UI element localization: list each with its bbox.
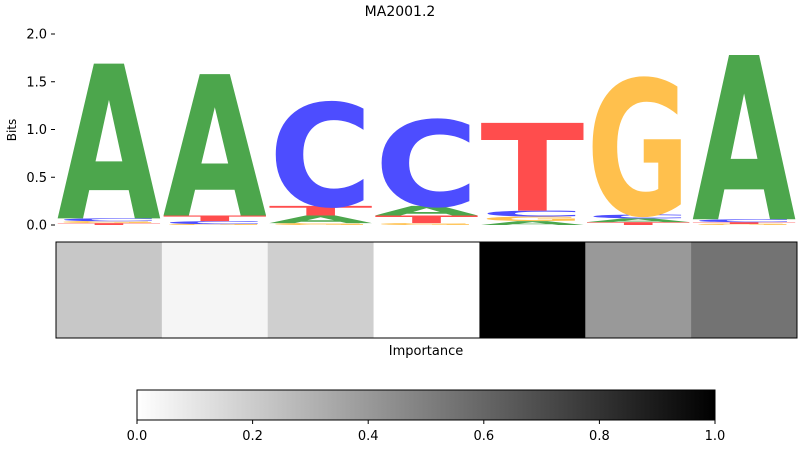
y-tick-label: 1.0 <box>26 123 47 138</box>
colorbar <box>136 389 716 421</box>
logo-letter-t: T <box>163 214 267 223</box>
y-tick-label: 0.0 <box>26 219 47 234</box>
colorbar-tick-label: 0.6 <box>473 429 494 444</box>
logo-letter-t: T <box>480 100 584 240</box>
logo-letter-g: G <box>163 224 267 226</box>
colorbar-tick-label: 1.0 <box>705 429 726 444</box>
heatmap-frame <box>55 241 798 339</box>
logo-letter-g: G <box>57 221 161 224</box>
colorbar-ticks: 0.0 0.2 0.4 0.6 0.8 1.0 <box>127 420 726 444</box>
heatmap-x-label: Importance <box>389 344 464 359</box>
logo-letter-g: G <box>269 223 373 226</box>
colorbar-tick-label: 0.8 <box>589 429 610 444</box>
y-tick-label: 0.5 <box>26 171 47 186</box>
logo-letter-a: A <box>480 220 585 226</box>
heatmap-cell <box>373 242 480 338</box>
logo-letter-c: C <box>375 96 479 234</box>
heatmap-cell <box>56 242 163 338</box>
logo-title: MA2001.2 <box>365 4 436 20</box>
logo-letter-a: A <box>269 214 373 226</box>
logo-letter-c: C <box>163 220 267 225</box>
logo-letter-t: T <box>57 223 161 226</box>
logo-letter-t: T <box>269 203 373 218</box>
logo-letter-a: A <box>586 217 691 223</box>
logo-letter-g: G <box>692 224 796 226</box>
logo-letter-a: A <box>163 36 267 262</box>
logo-letter-c: C <box>57 218 161 223</box>
logo-letter-a: A <box>692 10 796 272</box>
colorbar-tick-label: 0.0 <box>127 429 148 444</box>
logo-letter-t: T <box>586 221 690 226</box>
logo-letter-c: C <box>480 209 584 218</box>
y-tick-label: 2.0 <box>26 28 47 43</box>
logo-letter-c: C <box>692 218 796 223</box>
colorbar-tick-label: 0.4 <box>358 429 379 444</box>
heatmap-cell <box>585 242 692 338</box>
logo-letter-t: T <box>375 213 479 225</box>
y-axis-ticks: 0.0 0.5 1.0 1.5 2.0 <box>26 28 55 234</box>
importance-heatmap <box>56 242 798 338</box>
y-tick-label: 1.5 <box>26 75 47 90</box>
logo-letter-t: T <box>692 222 796 225</box>
colorbar-tick-label: 0.2 <box>242 429 263 444</box>
logo-letter-a: A <box>375 203 479 218</box>
logo-letter-g: G <box>480 215 584 223</box>
logo-letter-g: G <box>586 41 690 259</box>
logo-letter-c: C <box>586 213 690 219</box>
y-axis-label: Bits <box>5 119 19 142</box>
heatmap-cell <box>691 242 798 338</box>
logo-letter-c: C <box>269 76 373 240</box>
heatmap-cell <box>479 242 586 338</box>
heatmap-cell <box>161 242 269 338</box>
logo-letter-g: G <box>375 223 479 226</box>
logo-letter-a: A <box>57 21 161 268</box>
heatmap-cell <box>267 242 375 338</box>
